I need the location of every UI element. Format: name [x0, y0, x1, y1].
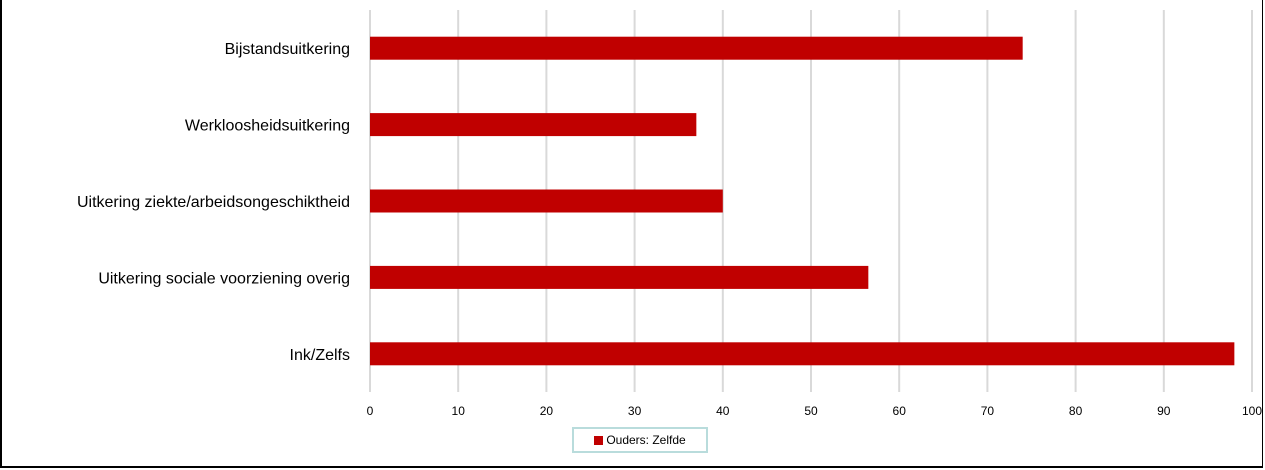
bar-4: [370, 265, 869, 289]
x-tick-labels: 0 10 20 30 40 50 60 70 80 90 100: [367, 404, 1263, 418]
x-tick-label-0: 0: [367, 404, 374, 418]
category-label-3: Uitkering ziekte/arbeidsongeschiktheid: [77, 194, 350, 211]
bar-2: [370, 113, 697, 137]
x-tick-label-20: 20: [540, 404, 554, 418]
category-label-5: Ink/Zelfs: [290, 347, 350, 364]
category-labels: Bijstandsuitkering Werkloosheidsuitkering…: [77, 41, 350, 364]
x-tick-label-90: 90: [1157, 404, 1171, 418]
bar-1: [370, 36, 1023, 60]
x-tick-label-50: 50: [804, 404, 818, 418]
x-tick-label-40: 40: [716, 404, 730, 418]
legend-swatch: [594, 435, 604, 445]
bar-5: [370, 342, 1235, 366]
x-tick-label-30: 30: [628, 404, 642, 418]
x-tick-label-80: 80: [1069, 404, 1083, 418]
x-tick-label-60: 60: [893, 404, 907, 418]
category-label-1: Bijstandsuitkering: [225, 41, 350, 58]
x-tick-label-70: 70: [981, 404, 995, 418]
category-label-4: Uitkering sociale voorziening overig: [98, 270, 350, 287]
bar-3: [370, 189, 723, 213]
legend: Ouders: Zelfde: [572, 427, 708, 453]
bars: [370, 36, 1235, 366]
legend-label: Ouders: Zelfde: [606, 433, 686, 447]
x-tick-label-10: 10: [452, 404, 466, 418]
x-tick-label-100: 100: [1242, 404, 1262, 418]
category-label-2: Werkloosheidsuitkering: [185, 118, 350, 135]
